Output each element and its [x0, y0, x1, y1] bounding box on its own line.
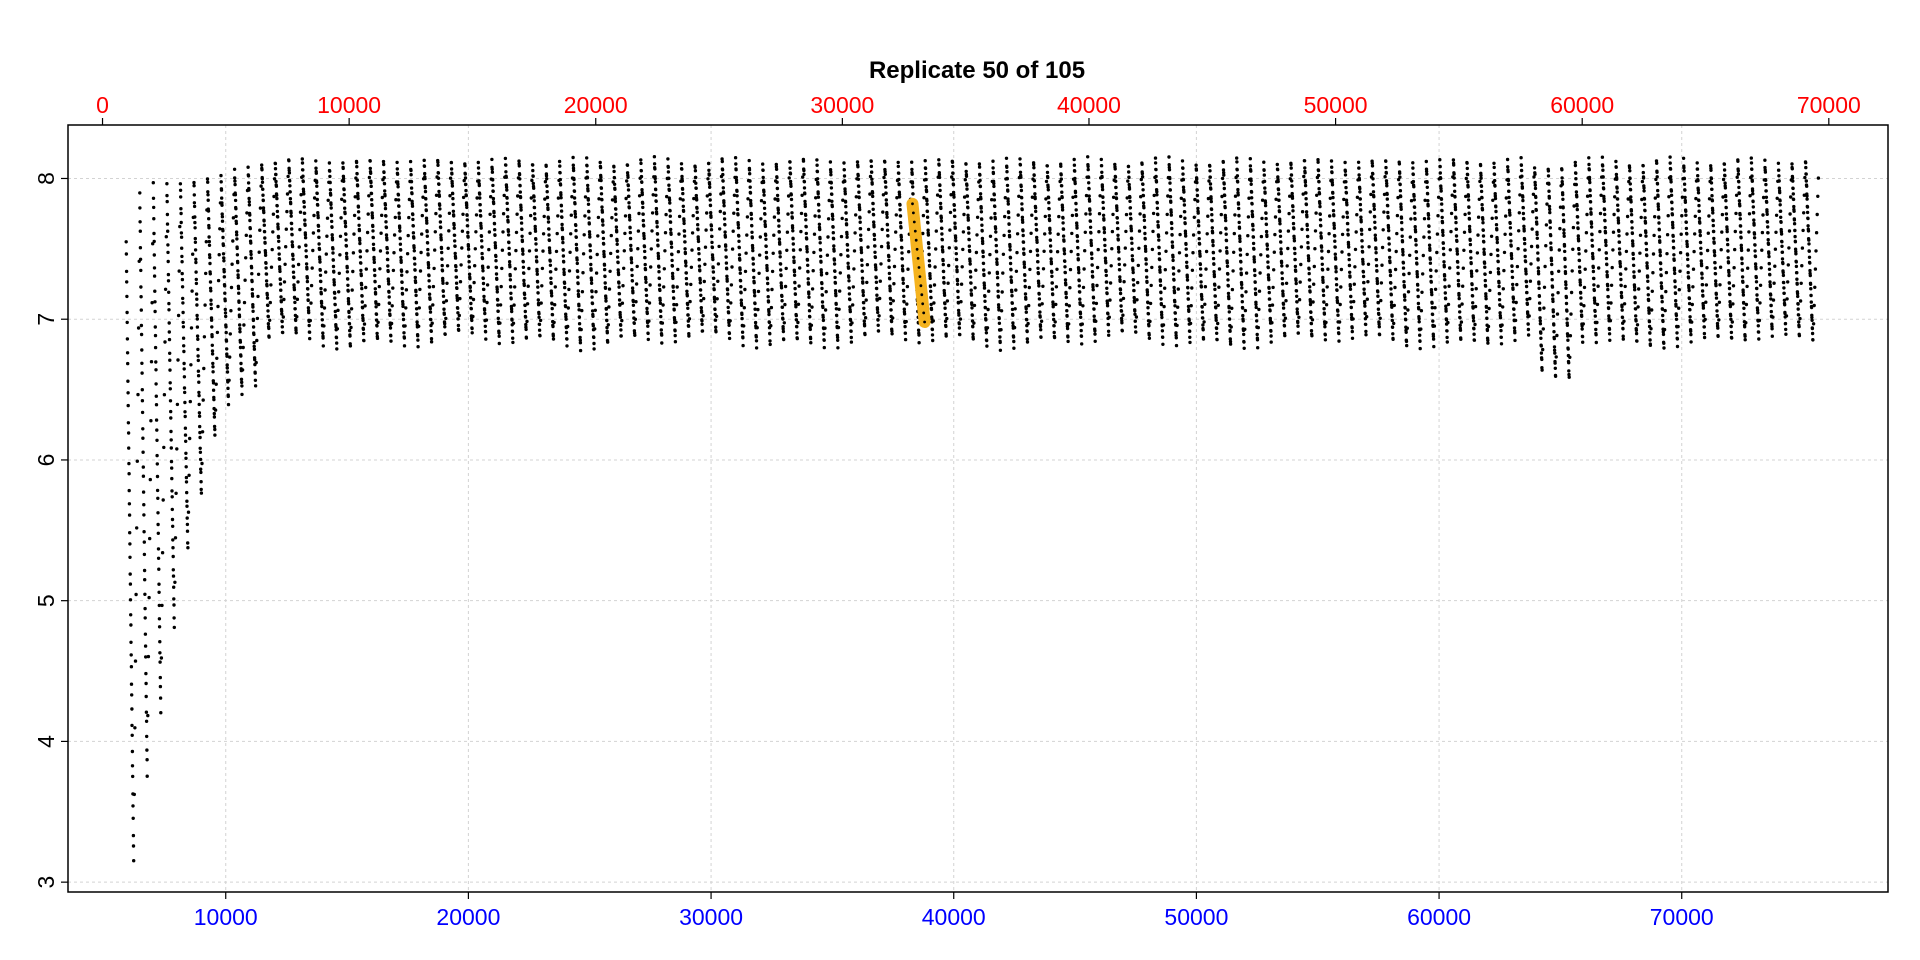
highlighted-cycle [906, 197, 931, 329]
y-tick-label: 7 [33, 313, 59, 326]
y-tick-label: 6 [33, 454, 59, 467]
x-bottom-tick-label: 60000 [1407, 904, 1471, 930]
x-axis-top: 0 10000 20000 30000 40000 50000 60000 70000 [96, 92, 1861, 125]
x-top-tick-label: 30000 [810, 92, 874, 118]
x-top-tick-label: 40000 [1057, 92, 1121, 118]
x-top-tick-label: 10000 [317, 92, 381, 118]
x-bottom-tick-label: 20000 [436, 904, 500, 930]
x-top-tick-label: 70000 [1797, 92, 1861, 118]
y-tick-label: 3 [33, 876, 59, 889]
x-top-tick-label: 20000 [564, 92, 628, 118]
y-tick-label: 5 [33, 594, 59, 607]
plot-frame [67, 124, 1889, 893]
x-top-tick-label: 60000 [1550, 92, 1614, 118]
y-tick-label: 8 [33, 172, 59, 185]
x-top-tick-label: 50000 [1304, 92, 1368, 118]
series-points [124, 155, 1821, 863]
chart-title: Replicate 50 of 105 [869, 57, 1085, 84]
x-bottom-tick-label: 30000 [679, 904, 743, 930]
y-tick-label: 4 [33, 735, 59, 748]
x-bottom-tick-label: 40000 [922, 904, 986, 930]
data-points [124, 155, 1821, 863]
highlight [906, 197, 931, 329]
x-axis-bottom: 10000 20000 30000 40000 50000 60000 70000 [194, 892, 1714, 930]
y-axis-left: 3 4 5 6 7 8 [33, 172, 68, 889]
x-top-tick-label: 0 [96, 92, 109, 118]
x-bottom-tick-label: 50000 [1164, 904, 1228, 930]
x-bottom-tick-label: 70000 [1650, 904, 1714, 930]
x-bottom-tick-label: 10000 [194, 904, 258, 930]
